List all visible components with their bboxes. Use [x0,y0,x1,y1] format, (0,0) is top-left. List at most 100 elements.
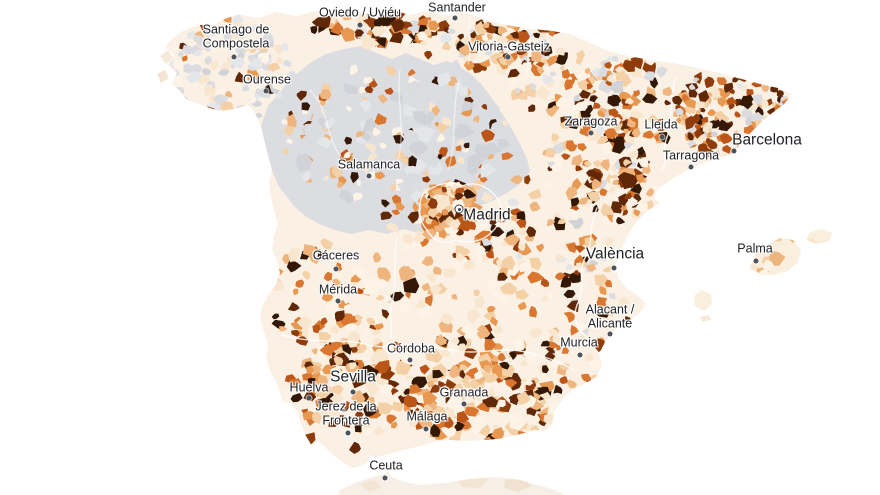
municipality[interactable] [458,86,469,97]
municipality[interactable] [436,133,446,142]
municipality[interactable] [434,121,439,127]
municipality[interactable] [657,191,666,199]
municipality[interactable] [464,189,477,199]
municipality[interactable] [358,86,367,94]
municipality[interactable] [182,45,197,56]
municipality-feature[interactable] [698,90,710,102]
municipality[interactable] [295,279,305,288]
municipality[interactable] [717,64,730,74]
municipality[interactable] [424,50,433,60]
municipality[interactable] [737,143,747,153]
municipality[interactable] [612,174,618,179]
municipality[interactable] [557,97,571,110]
municipality[interactable] [402,234,415,245]
municipality[interactable] [189,104,200,119]
municipality[interactable] [230,119,245,129]
municipality[interactable] [487,306,496,313]
municipality[interactable] [473,370,484,380]
municipality[interactable] [484,47,493,56]
municipality[interactable] [496,399,506,408]
municipality[interactable] [375,171,386,180]
municipality-feature[interactable] [296,90,307,101]
municipality[interactable] [487,373,498,382]
municipality[interactable] [407,211,419,224]
municipality[interactable] [374,426,385,436]
municipality[interactable] [312,324,321,334]
municipality[interactable] [402,157,409,164]
municipality[interactable] [571,178,582,190]
municipality[interactable] [475,245,486,255]
municipality[interactable] [426,379,435,388]
municipality[interactable] [346,27,355,37]
municipality[interactable] [366,382,381,397]
municipality[interactable] [565,186,578,201]
municipality[interactable] [483,365,492,374]
municipality[interactable] [422,176,431,183]
municipality[interactable] [437,154,443,161]
municipality[interactable] [556,255,564,261]
municipality[interactable] [487,278,499,289]
municipality[interactable] [604,61,612,69]
municipality[interactable] [307,377,316,386]
municipality[interactable] [262,33,274,43]
municipality[interactable] [281,387,294,397]
municipality[interactable] [210,117,219,124]
municipality[interactable] [212,116,226,128]
municipality[interactable] [615,70,627,81]
municipality[interactable] [514,87,521,95]
municipality[interactable] [301,102,311,111]
municipality[interactable] [578,197,589,205]
municipality[interactable] [500,440,513,448]
municipality[interactable] [481,238,493,246]
municipality[interactable] [375,279,390,290]
municipality[interactable] [766,137,777,148]
municipality[interactable] [386,414,397,424]
municipality[interactable] [254,42,270,53]
municipality[interactable] [664,99,672,106]
municipality[interactable] [571,154,583,166]
municipality[interactable] [600,159,610,171]
municipality[interactable] [718,122,732,132]
municipality[interactable] [362,133,372,142]
municipality[interactable] [770,84,779,93]
municipality[interactable] [419,364,430,375]
municipality[interactable] [772,83,779,88]
municipality[interactable] [687,131,694,141]
municipality[interactable] [604,128,617,140]
municipality[interactable] [435,334,447,346]
municipality[interactable] [391,209,400,216]
municipality[interactable] [230,56,245,69]
municipality[interactable] [421,256,434,267]
municipality[interactable] [490,438,495,445]
municipality[interactable] [519,259,532,273]
municipality[interactable] [282,148,290,155]
municipality[interactable] [621,248,630,259]
municipality[interactable] [438,380,446,388]
municipality[interactable] [472,115,480,123]
municipality[interactable] [279,326,288,332]
municipality[interactable] [490,121,505,132]
municipality[interactable] [349,85,359,94]
municipality[interactable] [704,76,715,89]
municipality[interactable] [437,122,449,134]
municipality[interactable] [399,265,408,278]
municipality[interactable] [429,154,441,168]
municipality[interactable] [311,163,330,185]
municipality[interactable] [636,173,644,183]
municipality[interactable] [462,100,475,112]
municipality[interactable] [351,146,373,165]
municipality[interactable] [510,175,523,185]
municipality[interactable] [563,289,576,299]
municipality[interactable] [688,89,698,98]
municipality[interactable] [645,188,654,197]
municipality[interactable] [223,33,233,43]
municipality[interactable] [566,242,578,253]
municipality-feature[interactable] [617,172,638,190]
municipality[interactable] [445,379,457,391]
municipality[interactable] [590,374,603,384]
municipality[interactable] [379,142,387,150]
municipality[interactable] [766,115,774,122]
municipality[interactable] [633,209,641,217]
municipality[interactable] [497,26,508,36]
